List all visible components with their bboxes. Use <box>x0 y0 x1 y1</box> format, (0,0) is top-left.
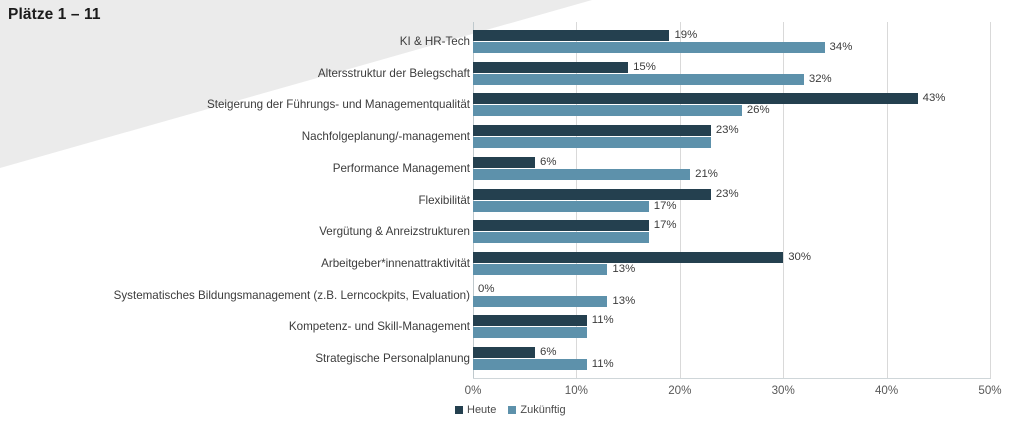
bar-group <box>473 315 990 339</box>
category-label: Vergütung & Anreizstrukturen <box>319 225 470 239</box>
legend-swatch-icon <box>508 406 517 414</box>
bar-zukuenftig[interactable] <box>473 263 608 275</box>
category-label: Steigerung der Führungs- und Managementq… <box>207 98 470 112</box>
x-tick-label: 50% <box>978 384 1002 397</box>
bar-row: Flexibilität 23% 17% <box>0 187 1024 219</box>
x-tick-label: 10% <box>564 384 588 397</box>
bar-heute[interactable] <box>473 315 587 327</box>
bar-heute[interactable] <box>473 125 711 137</box>
bar-heute[interactable] <box>473 220 649 232</box>
gridline <box>679 22 681 379</box>
category-label: KI & HR-Tech <box>399 35 470 48</box>
bar-zukuenftig[interactable] <box>473 105 742 117</box>
bar-zukuenftig[interactable] <box>473 232 649 244</box>
category-label: Kompetenz- und Skill-Management <box>288 320 470 334</box>
value-label-zukuenftig: 17% <box>653 199 677 212</box>
bar-group <box>473 30 990 54</box>
value-label-zukuenftig: 32% <box>808 72 832 85</box>
gridline <box>990 22 991 379</box>
value-label-heute: 23% <box>715 187 739 200</box>
bar-group <box>473 61 990 86</box>
value-label-zukuenftig: 13% <box>612 262 636 275</box>
gridline <box>886 22 888 379</box>
bar-zukuenftig[interactable] <box>473 359 587 370</box>
category-label: Systematisches Bildungsmanagement (z.B. … <box>113 288 470 302</box>
bar-group <box>473 284 990 308</box>
page-title: Plätze 1 – 11 <box>8 6 101 23</box>
bar-group <box>473 93 990 117</box>
value-label-heute: 0% <box>478 282 495 295</box>
bar-group <box>473 220 990 244</box>
bar-row: Nachfolgeplanung/-management 23% <box>0 124 1024 155</box>
bar-row: Strategische Personalplanung 6% 11% <box>0 346 1024 377</box>
x-tick-label: 0% <box>464 384 482 397</box>
bar-heute[interactable] <box>473 30 670 41</box>
bar-group <box>473 347 990 371</box>
bar-heute[interactable] <box>473 251 784 263</box>
value-label-heute: 43% <box>922 92 946 105</box>
legend-label: Zukünftig <box>520 404 566 416</box>
category-label: Nachfolgeplanung/-management <box>301 130 470 144</box>
value-label-heute: 23% <box>715 124 739 137</box>
legend-item[interactable]: Heute <box>455 404 496 416</box>
value-label-zukuenftig: 34% <box>829 41 853 53</box>
category-label: Performance Management <box>332 161 470 175</box>
bar-zukuenftig[interactable] <box>473 200 649 212</box>
value-label-zukuenftig: 11% <box>591 358 614 370</box>
legend-label: Heute <box>467 404 497 416</box>
bar-zukuenftig[interactable] <box>473 327 587 339</box>
category-label: Altersstruktur der Belegschaft <box>317 66 470 80</box>
bar-zukuenftig[interactable] <box>473 137 711 149</box>
bar-row: KI & HR-Tech 19% 34% <box>0 29 1024 60</box>
bar-heute[interactable] <box>473 93 918 105</box>
bar-group <box>473 125 990 149</box>
value-label-heute: 15% <box>633 60 656 73</box>
bar-zukuenftig[interactable] <box>473 295 608 307</box>
value-label-zukuenftig: 13% <box>612 294 636 307</box>
x-tick-label: 30% <box>771 384 795 397</box>
value-label-heute: 19% <box>674 29 698 41</box>
bar-heute[interactable] <box>473 156 536 168</box>
bar-row: Systematisches Bildungsmanagement (z.B. … <box>0 282 1024 314</box>
bar-zukuenftig[interactable] <box>473 42 825 53</box>
bar-row: Steigerung der Führungs- und Managementq… <box>0 93 1024 123</box>
value-label-heute: 11% <box>591 314 614 327</box>
bar-zukuenftig[interactable] <box>473 168 691 180</box>
value-label-heute: 6% <box>540 346 557 358</box>
value-label-heute: 17% <box>653 219 677 232</box>
x-tick-label: 40% <box>874 384 899 397</box>
value-label-heute: 6% <box>540 155 557 168</box>
bar-group <box>473 188 990 213</box>
bar-heute[interactable] <box>473 61 629 73</box>
bar-heute[interactable] <box>473 347 536 358</box>
category-label: Strategische Personalplanung <box>315 352 470 365</box>
legend-swatch-icon <box>455 406 463 414</box>
bar-group <box>473 251 990 276</box>
bar-row: Performance Management 6% 21% <box>0 155 1024 187</box>
bar-heute[interactable] <box>473 188 711 200</box>
chart-legend: Heute Zukünftig <box>455 404 566 416</box>
legend-item[interactable]: Zukünftig <box>508 404 566 416</box>
bar-group <box>473 156 990 181</box>
x-tick-label: 20% <box>668 384 692 397</box>
category-label: Flexibilität <box>418 193 470 207</box>
gridline <box>783 22 785 379</box>
bar-row: Vergütung & Anreizstrukturen 17% <box>0 219 1024 250</box>
bar-row: Kompetenz- und Skill-Management 11% <box>0 315 1024 345</box>
axis-baseline <box>473 378 991 379</box>
value-label-zukuenftig: 21% <box>695 167 718 180</box>
category-label: Arbeitgeber*innenattraktivität <box>321 256 470 270</box>
bar-row: Altersstruktur der Belegschaft 15% 32% <box>0 60 1024 92</box>
value-label-zukuenftig: 26% <box>746 104 770 117</box>
bar-row: Arbeitgeber*innenattraktivität 30% 13% <box>0 250 1024 282</box>
bar-zukuenftig[interactable] <box>473 73 804 85</box>
value-label-heute: 30% <box>788 250 811 263</box>
